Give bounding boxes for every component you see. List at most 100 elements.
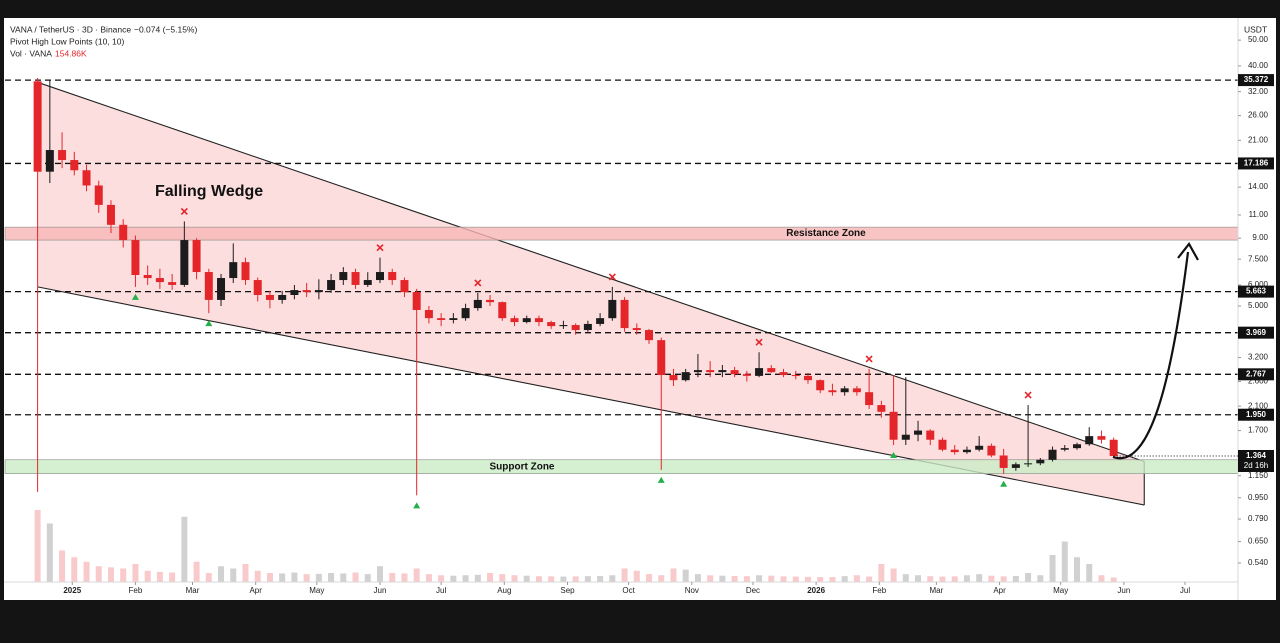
volume-bar <box>401 573 408 582</box>
y-tick-label: 9.00 <box>1252 233 1268 242</box>
volume-bar <box>1110 577 1117 582</box>
y-tick-label: 0.790 <box>1248 514 1269 523</box>
volume-bar <box>866 576 873 582</box>
volume-bar <box>413 568 420 582</box>
x-tick-label: Apr <box>993 586 1006 595</box>
y-tick-label: 2.100 <box>1248 401 1269 410</box>
candle-body <box>999 455 1008 468</box>
candle-body <box>131 240 140 275</box>
volume-bar <box>107 567 114 582</box>
countdown: 2d 16h <box>1244 461 1268 470</box>
candle-body <box>755 368 764 376</box>
candle-body <box>437 318 446 320</box>
candle-body <box>828 390 837 393</box>
candle-body <box>865 392 874 406</box>
candle-body <box>192 240 201 273</box>
y-tick-label: 21.00 <box>1248 135 1269 144</box>
candle-body <box>33 81 42 172</box>
y-tick-label: 14.00 <box>1248 182 1269 191</box>
volume-bar <box>376 566 383 582</box>
pivot-high <box>865 355 873 363</box>
volume-bar <box>340 573 347 582</box>
volume-bar <box>291 572 298 582</box>
level-box <box>1238 368 1274 381</box>
volume-bar <box>658 575 665 582</box>
candle-body <box>180 240 189 285</box>
volume-bar <box>841 576 848 582</box>
candle-body <box>375 272 384 281</box>
main-layer <box>5 78 1238 509</box>
candle-body <box>547 322 556 327</box>
volume-bar <box>34 510 41 582</box>
candle-body <box>168 282 177 285</box>
candle-body <box>265 294 274 300</box>
y-tick-label: 6.000 <box>1248 280 1269 289</box>
volume-bar <box>597 575 604 582</box>
candle-body <box>730 370 739 375</box>
volume-bar <box>743 576 750 582</box>
volume-value: 154.86K <box>55 48 87 58</box>
candle-body <box>449 318 458 320</box>
volume-bar <box>731 575 738 582</box>
wedge-label: Falling Wedge <box>155 183 263 200</box>
volume-bar <box>1000 576 1007 582</box>
candle-body <box>1085 436 1094 445</box>
candle-body <box>94 185 103 205</box>
y-tick-label: 26.00 <box>1248 111 1269 120</box>
pivot-high <box>608 273 616 281</box>
y-tick-label: 5.000 <box>1248 301 1269 310</box>
candle-body <box>889 411 898 440</box>
candle-body <box>840 388 849 393</box>
candle-body <box>510 318 519 323</box>
pivot-low <box>205 320 213 327</box>
x-tick-label: Jun <box>374 586 387 595</box>
volume-bar <box>1098 575 1105 582</box>
volume-bar <box>694 574 701 582</box>
volume-bar <box>560 576 567 582</box>
volume-bar <box>389 573 396 582</box>
last-price-box <box>1238 449 1274 472</box>
volume-bar <box>621 568 628 582</box>
volume-bar <box>707 575 714 582</box>
volume-bar <box>169 572 176 582</box>
candle-body <box>363 280 372 285</box>
candle-body <box>1048 449 1057 460</box>
candle-body <box>718 370 727 373</box>
projection-arrowhead <box>1177 242 1199 261</box>
volume-bar <box>83 561 90 582</box>
pivot-low <box>413 502 421 509</box>
candle-body <box>155 278 164 283</box>
candle-body <box>877 405 886 412</box>
candle-body <box>987 445 996 456</box>
candle-body <box>424 309 433 319</box>
x-tick-label: Apr <box>249 586 262 595</box>
zone-label: Support Zone <box>490 461 555 472</box>
y-tick-label: 2.600 <box>1248 377 1269 386</box>
volume-label: Vol · VANA <box>10 48 52 58</box>
level-box <box>1238 408 1274 421</box>
volume-bar <box>242 564 249 582</box>
volume-bar <box>719 575 726 582</box>
volume-bar <box>71 557 78 582</box>
candle-body <box>914 430 923 435</box>
level-box <box>1238 157 1274 170</box>
pivot-high <box>474 279 482 287</box>
candle-body <box>522 318 531 323</box>
volume-bar <box>548 576 555 582</box>
volume-bar <box>1037 575 1044 582</box>
candle-body <box>253 280 262 295</box>
candle-body <box>901 434 910 440</box>
y-tick-label: 1.700 <box>1248 426 1269 435</box>
symbol: VANA / TetherUS · 3D · Binance <box>10 24 131 34</box>
volume-bar <box>193 561 200 582</box>
candle-body <box>241 262 250 281</box>
volume-bar <box>218 566 225 582</box>
candle-body <box>339 272 348 281</box>
volume-bar <box>156 571 163 582</box>
pivot-low <box>657 476 665 483</box>
pivot-low <box>890 452 898 459</box>
candle-body <box>975 445 984 450</box>
volume-bar <box>780 576 787 582</box>
candle-body <box>290 290 299 295</box>
x-tick-label: Mar <box>929 586 943 595</box>
